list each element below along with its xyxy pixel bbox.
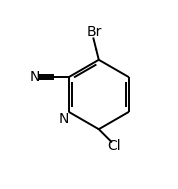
Text: N: N bbox=[59, 112, 69, 126]
Text: Cl: Cl bbox=[107, 139, 121, 153]
Text: N: N bbox=[29, 70, 40, 84]
Text: Br: Br bbox=[87, 25, 102, 39]
